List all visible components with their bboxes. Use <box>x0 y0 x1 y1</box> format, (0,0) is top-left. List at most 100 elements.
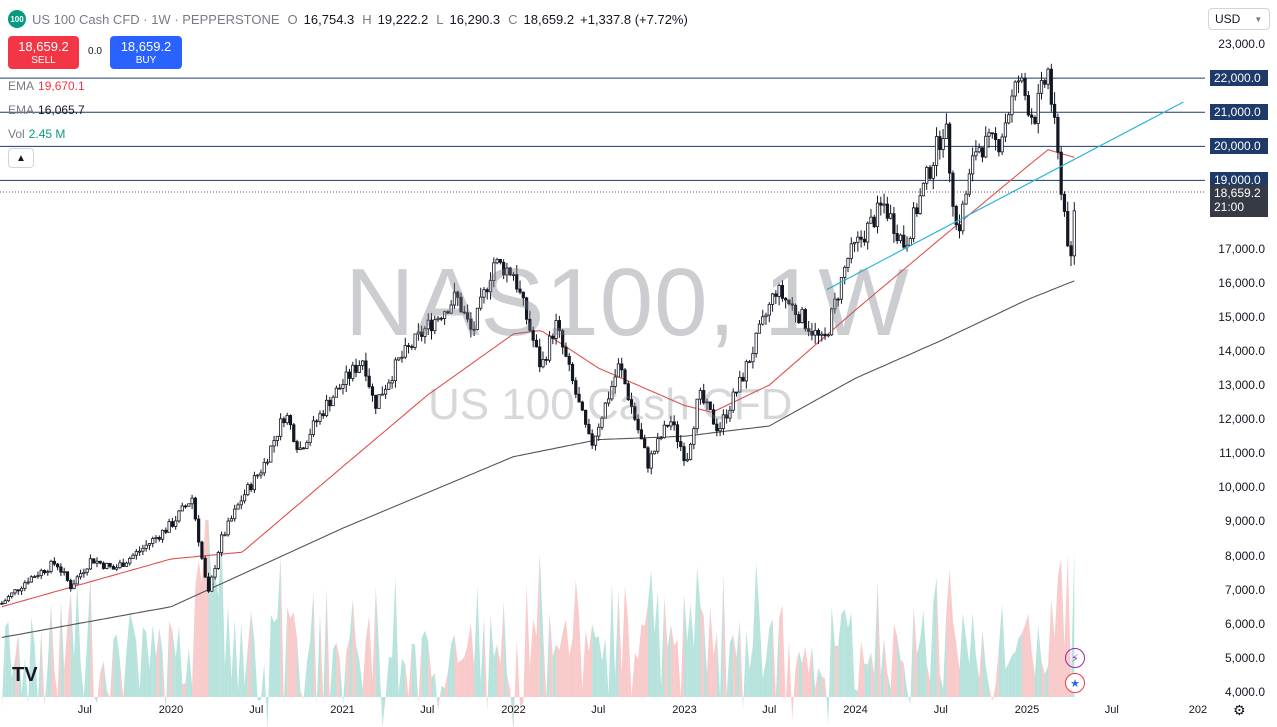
collapse-legend-button[interactable]: ▲ <box>8 148 34 168</box>
volume-bar-86 <box>280 556 284 707</box>
volume-bar-74 <box>241 621 245 697</box>
ema-slow-legend[interactable]: EMA 16,065.7 <box>8 103 85 117</box>
volume-bar-130 <box>424 630 429 697</box>
x-tick-label-10: Jul <box>933 704 948 716</box>
ema-fast-legend[interactable]: EMA 19,670.1 <box>8 79 85 93</box>
candle-312 <box>1023 77 1027 96</box>
sell-button[interactable]: 18,659.2 SELL <box>8 36 79 69</box>
buy-button[interactable]: 18,659.2 BUY <box>110 36 182 69</box>
candle-90 <box>295 441 299 450</box>
candle-135 <box>443 311 447 319</box>
volume-bar-163 <box>533 618 537 697</box>
candle-176 <box>577 393 581 403</box>
volume-bar-196 <box>641 624 645 697</box>
volume-bar-144 <box>470 622 475 697</box>
candle-192 <box>629 399 634 407</box>
volume-bar-162 <box>529 618 534 697</box>
candle-28 <box>92 558 96 564</box>
candle-243 <box>797 314 801 324</box>
y-tick-label-9: 13,000.0 <box>1218 378 1265 393</box>
volume-bar-108 <box>352 598 357 697</box>
volume-bar-312 <box>1021 625 1026 697</box>
candle-151 <box>495 258 499 264</box>
gear-icon[interactable]: ⚙ <box>1233 702 1246 718</box>
volume-bar-88 <box>287 607 291 697</box>
candle-240 <box>787 299 791 305</box>
volume-value: 2.45 M <box>28 127 66 141</box>
volume-bar-92 <box>300 690 304 700</box>
symbol-title[interactable]: US 100 Cash CFD · 1W · PEPPERSTONE <box>32 11 280 27</box>
candle-40 <box>131 554 135 559</box>
volume-bar-182 <box>595 636 599 697</box>
volume-bar-311 <box>1018 633 1022 697</box>
volume-bar-280 <box>916 640 921 697</box>
candle-224 <box>734 391 739 394</box>
volume-bar-104 <box>339 658 343 707</box>
volume-bar-160 <box>523 584 527 704</box>
us-flag-icon[interactable]: ★ <box>1065 673 1085 693</box>
volume-bar-68 <box>221 537 225 697</box>
candle-13 <box>42 570 47 574</box>
candle-253 <box>829 308 834 336</box>
volume-bar-265 <box>867 652 871 697</box>
candle-119 <box>390 380 394 384</box>
volume-bar-313 <box>1025 613 1029 697</box>
volume-bar-56 <box>182 683 186 697</box>
volume-bar-190 <box>621 585 625 697</box>
candle-71 <box>233 508 237 520</box>
candle-0 <box>0 602 4 605</box>
volume-bar-241 <box>788 640 793 721</box>
candle-35 <box>115 567 119 570</box>
volume-bar-9 <box>28 616 32 705</box>
volume-bar-279 <box>913 606 917 697</box>
volume-bar-98 <box>319 613 324 702</box>
volume-bar-204 <box>667 624 671 697</box>
candle-96 <box>315 420 319 423</box>
volume-bar-157 <box>513 638 517 727</box>
volume-bar-94 <box>306 641 311 697</box>
candle-159 <box>521 291 525 299</box>
candle-248 <box>813 329 817 336</box>
candle-197 <box>646 447 650 469</box>
volume-bar-244 <box>798 650 803 697</box>
currency-selector[interactable]: USD ▼ <box>1208 8 1270 30</box>
volume-bar-285 <box>933 578 937 697</box>
volume-bar-166 <box>542 629 547 698</box>
y-tick-label-11: 15,000.0 <box>1218 309 1265 324</box>
tradingview-logo[interactable]: TV <box>12 664 38 686</box>
lightning-icon[interactable]: ⚡ <box>1065 648 1085 668</box>
volume-bar-105 <box>342 652 347 707</box>
candle-138 <box>452 291 457 306</box>
candle-124 <box>406 345 411 347</box>
volume-bar-156 <box>510 689 514 727</box>
volume-bar-125 <box>408 643 412 697</box>
volume-bar-260 <box>851 612 855 697</box>
candle-150 <box>492 262 496 281</box>
volume-bar-220 <box>720 573 724 697</box>
candle-128 <box>420 331 424 337</box>
volume-bar-206 <box>674 639 678 697</box>
low-value: 16,290.3 <box>449 11 501 27</box>
candle-228 <box>748 361 752 364</box>
x-tick-label-9: 2024 <box>843 704 868 716</box>
volume-legend[interactable]: Vol 2.45 M <box>8 127 65 141</box>
volume-bar-76 <box>247 610 252 697</box>
candle-154 <box>505 267 509 276</box>
volume-bar-175 <box>572 579 576 697</box>
volume-bar-212 <box>693 565 698 697</box>
volume-bar-179 <box>585 630 589 697</box>
volume-bar-277 <box>907 690 911 706</box>
horizontal-levels <box>0 77 1205 181</box>
candle-189 <box>620 363 624 371</box>
y-tick-label-0: 4,000.0 <box>1224 685 1265 699</box>
volume-bar-185 <box>605 637 609 697</box>
candle-187 <box>613 376 617 387</box>
candle-46 <box>151 538 155 544</box>
candle-97 <box>318 413 322 422</box>
candle-61 <box>200 541 204 559</box>
x-tick-label-1: 2020 <box>158 704 184 716</box>
volume-bar-303 <box>992 684 996 702</box>
symbol-badge[interactable]: 100 <box>8 10 26 28</box>
volume-bar-87 <box>283 607 288 707</box>
